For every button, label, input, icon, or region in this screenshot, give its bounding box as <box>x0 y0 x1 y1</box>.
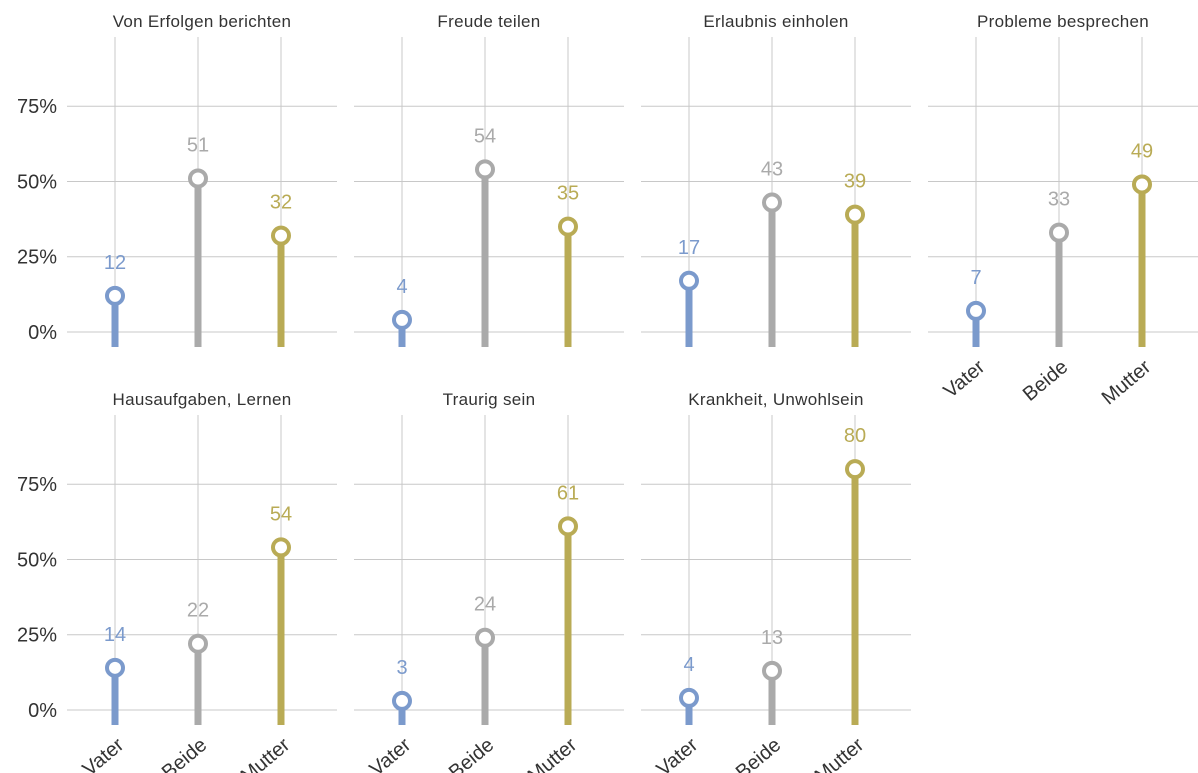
x-tick-label: Vater <box>366 734 416 773</box>
y-tick-label: 0% <box>28 700 57 722</box>
lollipop-marker <box>475 627 495 648</box>
x-tick-label: Vater <box>940 356 990 403</box>
x-tick-label: Vater <box>653 734 703 773</box>
panel: Probleme besprechen 7 33 49 Vater Beide Mutter <box>928 12 1198 409</box>
panel: Von Erfolgen berichten 0% 25% 50% 75% 12 51 32 <box>17 12 337 347</box>
value-label: 24 <box>474 594 496 616</box>
value-label: 51 <box>187 134 209 156</box>
lollipop-marker <box>558 516 578 537</box>
value-label: 13 <box>761 627 783 649</box>
panel: Erlaubnis einholen 17 43 39 <box>641 12 911 347</box>
panel: Traurig sein 3 24 61 Vater Beide Mutter <box>354 390 624 773</box>
value-label: 80 <box>844 425 866 447</box>
x-tick-label: Mutter <box>811 734 869 773</box>
lollipop-marker <box>1132 174 1152 195</box>
lollipop-marker <box>762 660 782 681</box>
value-label: 39 <box>844 171 866 193</box>
x-tick-label: Mutter <box>524 734 582 773</box>
panel-title: Erlaubnis einholen <box>703 12 848 31</box>
lollipop-marker <box>845 204 865 225</box>
lollipop-marker <box>392 690 412 711</box>
value-label: 3 <box>396 657 407 679</box>
y-tick-label: 50% <box>17 549 57 571</box>
value-label: 43 <box>761 159 783 181</box>
lollipop-marker <box>105 285 125 306</box>
value-label: 4 <box>396 276 407 298</box>
lollipop-marker <box>188 633 208 654</box>
y-tick-label: 50% <box>17 171 57 193</box>
x-tick-label: Beide <box>158 734 211 773</box>
y-tick-label: 75% <box>17 96 57 118</box>
lollipop-marker <box>475 159 495 180</box>
value-label: 7 <box>970 267 981 289</box>
y-tick-label: 25% <box>17 247 57 269</box>
panel-title: Krankheit, Unwohlsein <box>688 390 863 409</box>
value-label: 22 <box>187 600 209 622</box>
value-label: 17 <box>678 237 700 259</box>
y-tick-label: 75% <box>17 474 57 496</box>
panel-title: Hausaufgaben, Lernen <box>113 390 292 409</box>
y-tick-label: 0% <box>28 322 57 344</box>
panel-title: Traurig sein <box>443 390 536 409</box>
value-label: 4 <box>683 654 694 676</box>
x-tick-label: Mutter <box>1098 356 1156 410</box>
lollipop-marker <box>105 657 125 678</box>
x-tick-label: Beide <box>445 734 498 773</box>
x-tick-label: Mutter <box>237 734 295 773</box>
value-label: 33 <box>1048 189 1070 211</box>
lollipop-marker <box>271 537 291 558</box>
panel: Freude teilen 4 54 35 <box>354 12 624 347</box>
lollipop-marker <box>845 459 865 480</box>
lollipop-marker <box>679 687 699 708</box>
value-label: 54 <box>474 125 496 147</box>
value-label: 61 <box>557 482 579 504</box>
x-tick-label: Beide <box>732 734 785 773</box>
lollipop-marker <box>966 300 986 321</box>
lollipop-marker <box>188 168 208 189</box>
lollipop-marker <box>392 309 412 330</box>
x-tick-label: Beide <box>1019 356 1072 406</box>
value-label: 35 <box>557 183 579 205</box>
value-label: 14 <box>104 624 126 646</box>
x-tick-label: Vater <box>79 734 129 773</box>
lollipop-marker <box>1049 222 1069 243</box>
value-label: 32 <box>270 192 292 214</box>
lollipop-marker <box>679 270 699 291</box>
lollipop-marker <box>558 216 578 237</box>
value-label: 49 <box>1131 140 1153 162</box>
panel-title: Freude teilen <box>437 12 540 31</box>
panel: Krankheit, Unwohlsein 4 13 80 Vater Beide Mutt… <box>641 390 911 773</box>
value-label: 12 <box>104 252 126 274</box>
panel-title: Probleme besprechen <box>977 12 1149 31</box>
panel: Hausaufgaben, Lernen 0% 25% 50% 75% 14 22 54 Vat… <box>17 390 337 773</box>
lollipop-marker <box>762 192 782 213</box>
lollipop-marker <box>271 225 291 246</box>
y-tick-label: 25% <box>17 625 57 647</box>
panel-title: Von Erfolgen berichten <box>113 12 292 31</box>
value-label: 54 <box>270 503 292 525</box>
